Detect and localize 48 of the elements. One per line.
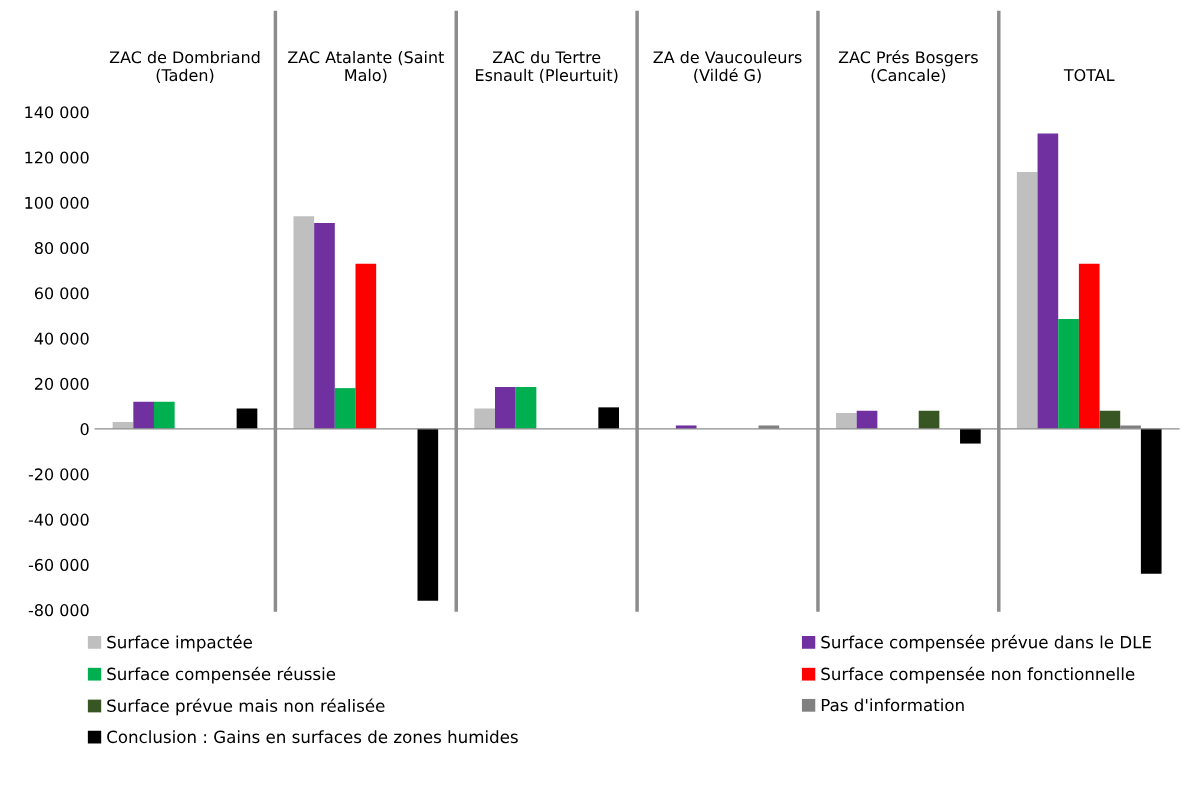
x-tick-label: ZAC Prés Bosgers (Cancale)	[838, 50, 978, 84]
y-tick-label: -20 000	[28, 468, 89, 481]
y-tick-label: 20 000	[34, 377, 89, 390]
legend-label: Surface compensée prévue dans le DLE	[821, 634, 1151, 652]
bar	[133, 401, 154, 429]
x-tick-label: ZAC Atalante (Saint Malo)	[288, 50, 444, 84]
bar	[675, 425, 697, 429]
y-tick-label: 0	[80, 423, 89, 436]
y-tick-label: 60 000	[34, 287, 89, 300]
y-tick-label: 100 000	[25, 196, 89, 209]
bar	[1140, 428, 1162, 574]
bar	[236, 408, 258, 429]
x-tick-label: TOTAL	[1063, 69, 1115, 82]
legend-label: Conclusion : Gains en surfaces de zones humides	[107, 730, 518, 744]
x-tick-label: ZA de Vaucouleurs (Vildé G)	[653, 50, 802, 84]
bar	[293, 216, 315, 429]
y-tick-label: -60 000	[28, 558, 89, 571]
bar	[474, 408, 495, 429]
bar	[355, 263, 377, 429]
y-tick-label: 40 000	[34, 332, 89, 345]
bar	[598, 407, 620, 429]
bar	[960, 428, 981, 444]
legend-label: Surface impactée	[107, 634, 252, 652]
y-tick-label: 120 000	[25, 151, 89, 164]
bar	[1037, 133, 1059, 429]
y-tick-label: -80 000	[28, 604, 89, 617]
bar	[918, 410, 940, 429]
x-tick-label: ZAC du Tertre Esnault (Pleurtuit)	[476, 50, 618, 84]
y-tick-label: 140 000	[25, 106, 89, 119]
bar	[495, 386, 516, 429]
bar	[1016, 172, 1038, 429]
legend-label: Pas d'information	[821, 698, 964, 712]
bar	[417, 428, 439, 601]
bar	[1078, 263, 1100, 429]
legend-label: Surface prévue mais non réalisée	[107, 698, 385, 716]
bar	[1099, 410, 1121, 429]
legend-label: Surface compensée réussie	[107, 666, 336, 684]
legend-label: Surface compensée non fonctionnelle	[821, 666, 1135, 684]
y-tick-label: 80 000	[34, 242, 89, 255]
y-tick-label: -40 000	[28, 513, 89, 526]
bar	[314, 222, 335, 429]
bar	[153, 401, 175, 429]
bar	[515, 386, 537, 429]
bar	[334, 388, 356, 429]
x-tick-label: ZAC de Dombriand (Taden)	[109, 50, 260, 84]
bar	[856, 410, 878, 429]
bar	[1058, 319, 1079, 429]
bar	[836, 413, 857, 429]
